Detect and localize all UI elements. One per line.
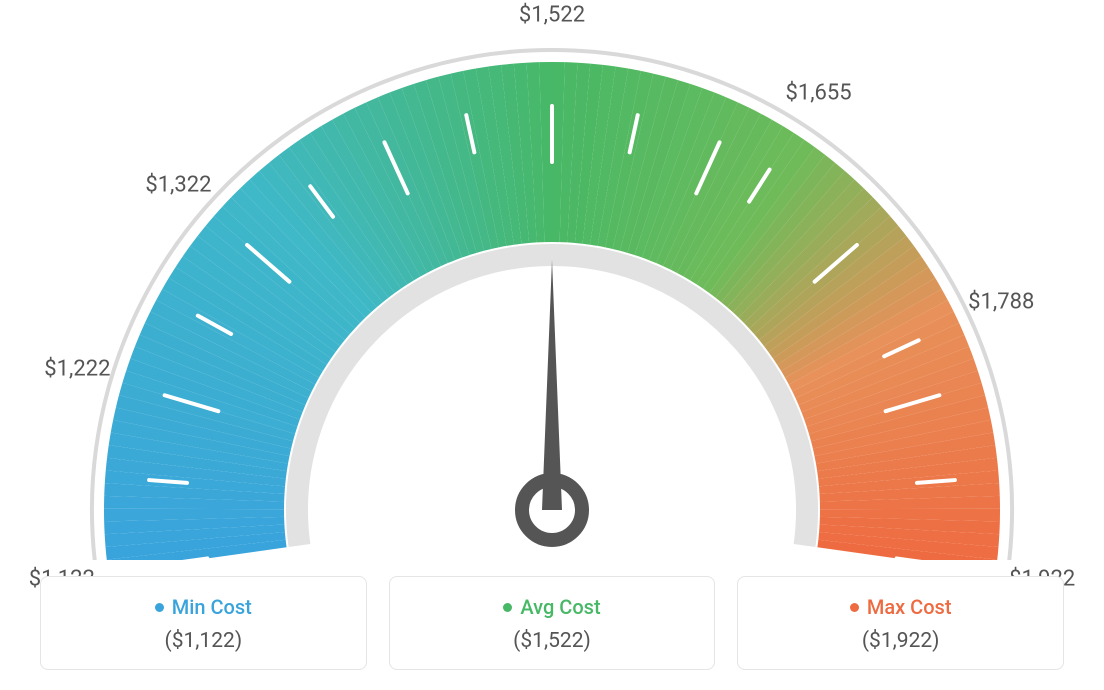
gauge-chart: $1,122$1,222$1,322$1,522$1,655$1,788$1,9… — [0, 0, 1104, 560]
gauge-tick-label: $1,655 — [786, 80, 852, 105]
avg-cost-title: Avg Cost — [520, 595, 600, 619]
gauge-tick-label: $1,788 — [968, 290, 1034, 315]
min-cost-title-row: Min Cost — [53, 595, 354, 619]
avg-cost-title-row: Avg Cost — [402, 595, 703, 619]
gauge-tick-label: $1,322 — [145, 173, 211, 198]
gauge-tick-label: $1,522 — [519, 3, 585, 28]
gauge-tick-label: $1,222 — [44, 357, 110, 382]
max-cost-card: Max Cost ($1,922) — [737, 576, 1064, 670]
min-cost-card: Min Cost ($1,122) — [40, 576, 367, 670]
min-cost-dot — [155, 603, 164, 612]
max-cost-title-row: Max Cost — [750, 595, 1051, 619]
max-cost-title: Max Cost — [867, 595, 952, 619]
min-cost-value: ($1,122) — [53, 629, 354, 653]
avg-cost-value: ($1,522) — [402, 629, 703, 653]
avg-cost-dot — [503, 603, 512, 612]
gauge-svg — [0, 0, 1104, 560]
cost-cards-row: Min Cost ($1,122) Avg Cost ($1,522) Max … — [40, 576, 1064, 670]
max-cost-dot — [850, 603, 859, 612]
max-cost-value: ($1,922) — [750, 629, 1051, 653]
min-cost-title: Min Cost — [172, 595, 252, 619]
avg-cost-card: Avg Cost ($1,522) — [389, 576, 716, 670]
